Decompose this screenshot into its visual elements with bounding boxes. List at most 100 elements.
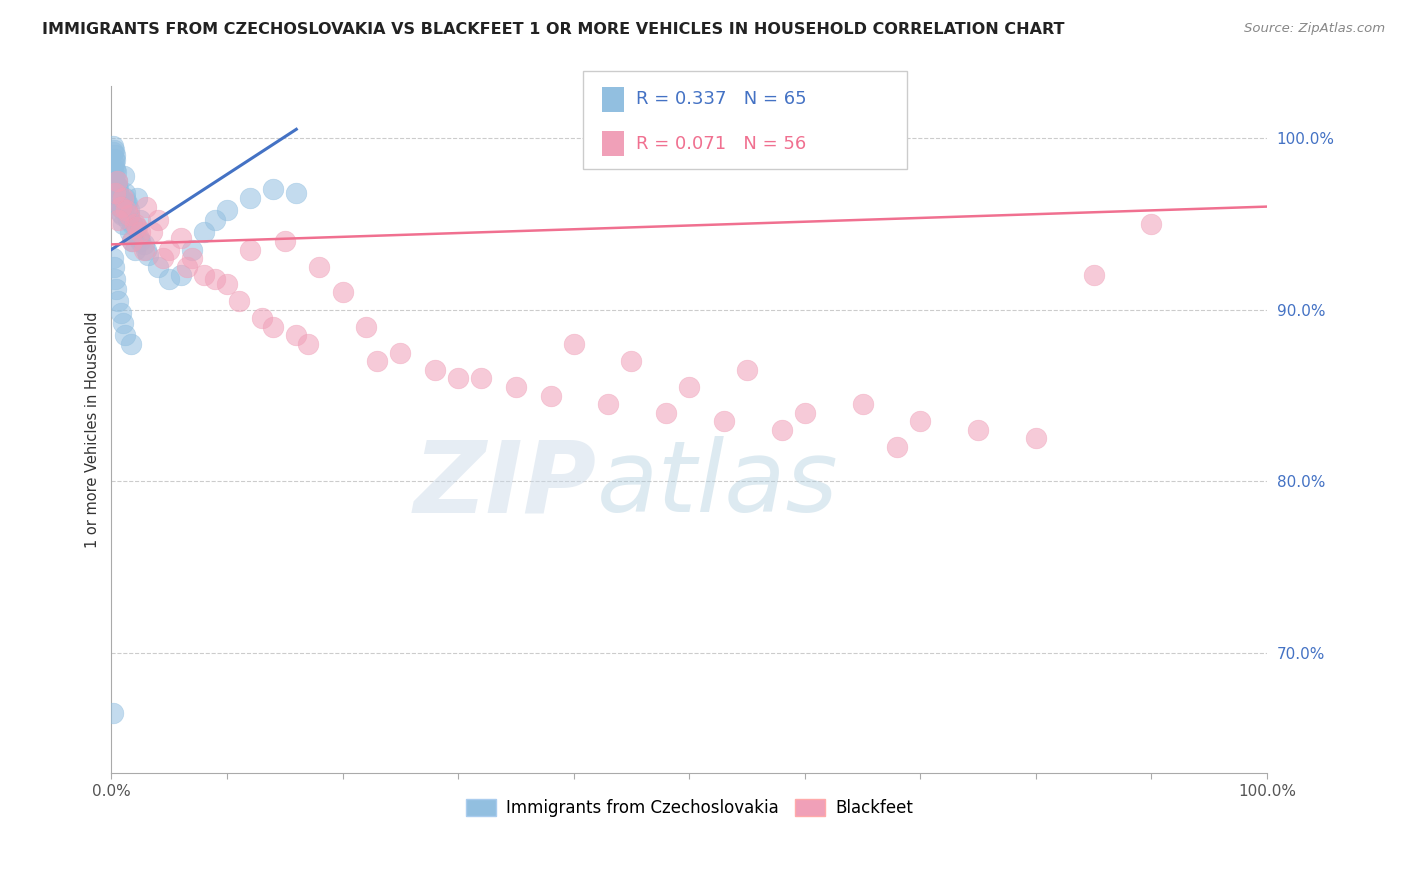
Point <box>655 406 678 420</box>
Point <box>108 191 131 205</box>
Point <box>332 285 354 300</box>
Point <box>146 260 169 274</box>
Point <box>120 337 142 351</box>
Point <box>107 182 129 196</box>
Text: IMMIGRANTS FROM CZECHOSLOVAKIA VS BLACKFEET 1 OR MORE VEHICLES IN HOUSEHOLD CORR: IMMIGRANTS FROM CZECHOSLOVAKIA VS BLACKF… <box>42 22 1064 37</box>
Point <box>215 202 238 217</box>
Point <box>250 311 273 326</box>
Point <box>111 202 134 217</box>
Point <box>125 220 148 235</box>
Text: R = 0.071   N = 56: R = 0.071 N = 56 <box>636 135 806 153</box>
Point <box>678 380 700 394</box>
Point <box>157 243 180 257</box>
Point <box>103 152 125 166</box>
Point <box>170 268 193 283</box>
Point <box>104 186 127 200</box>
Point <box>115 202 138 217</box>
Point <box>117 213 139 227</box>
Point <box>135 243 157 257</box>
Point <box>114 186 136 200</box>
Point <box>101 165 124 179</box>
Point <box>114 328 136 343</box>
Point <box>297 337 319 351</box>
Point <box>115 196 138 211</box>
Point <box>285 186 308 200</box>
Point <box>239 243 262 257</box>
Point <box>101 251 124 265</box>
Point <box>141 225 163 239</box>
Point <box>389 345 412 359</box>
Point <box>104 153 127 168</box>
Point <box>107 213 129 227</box>
Point <box>204 271 226 285</box>
Point <box>129 213 152 227</box>
Point <box>366 354 388 368</box>
Point <box>1083 268 1105 283</box>
Point <box>735 363 758 377</box>
Point <box>108 200 131 214</box>
Point <box>505 380 527 394</box>
Point <box>110 306 132 320</box>
Point <box>105 179 128 194</box>
Point <box>125 191 148 205</box>
Point <box>170 230 193 244</box>
Point <box>193 225 215 239</box>
Point <box>262 319 284 334</box>
Point <box>103 172 125 186</box>
Point <box>239 191 262 205</box>
Point <box>118 208 141 222</box>
Point <box>118 208 141 222</box>
Point <box>204 213 226 227</box>
Point <box>354 319 377 334</box>
Point <box>447 371 470 385</box>
Point <box>274 234 297 248</box>
Point <box>793 406 815 420</box>
Point <box>115 196 138 211</box>
Point <box>620 354 643 368</box>
Point <box>104 161 127 176</box>
Point <box>146 213 169 227</box>
Text: R = 0.337   N = 65: R = 0.337 N = 65 <box>636 90 806 108</box>
Point <box>121 234 143 248</box>
Point <box>135 200 157 214</box>
Point <box>118 202 141 217</box>
Point <box>193 268 215 283</box>
Point <box>128 230 150 244</box>
Point <box>129 234 152 248</box>
Text: Source: ZipAtlas.com: Source: ZipAtlas.com <box>1244 22 1385 36</box>
Point <box>105 174 128 188</box>
Point <box>108 196 131 211</box>
Point <box>124 217 146 231</box>
Point <box>105 179 128 194</box>
Point <box>104 148 127 162</box>
Point <box>1025 432 1047 446</box>
Point <box>1140 217 1163 231</box>
Text: atlas: atlas <box>596 436 838 533</box>
Point <box>121 234 143 248</box>
Point <box>152 251 174 265</box>
Point <box>110 200 132 214</box>
Point <box>124 243 146 257</box>
Point <box>157 271 180 285</box>
Point <box>181 243 204 257</box>
Point <box>112 169 135 183</box>
Legend: Immigrants from Czechoslovakia, Blackfeet: Immigrants from Czechoslovakia, Blackfee… <box>458 792 920 823</box>
Point <box>423 363 446 377</box>
Point <box>910 414 932 428</box>
Point <box>129 225 152 239</box>
Point <box>886 440 908 454</box>
Point <box>132 237 155 252</box>
Point <box>103 143 125 157</box>
Point <box>103 156 125 170</box>
Point <box>713 414 735 428</box>
Point <box>470 371 492 385</box>
Point <box>111 208 134 222</box>
Point <box>101 139 124 153</box>
Point <box>132 243 155 257</box>
Point <box>125 220 148 235</box>
Point <box>111 217 134 231</box>
Point <box>308 260 330 274</box>
Point <box>118 225 141 239</box>
Point <box>181 251 204 265</box>
Point <box>228 294 250 309</box>
